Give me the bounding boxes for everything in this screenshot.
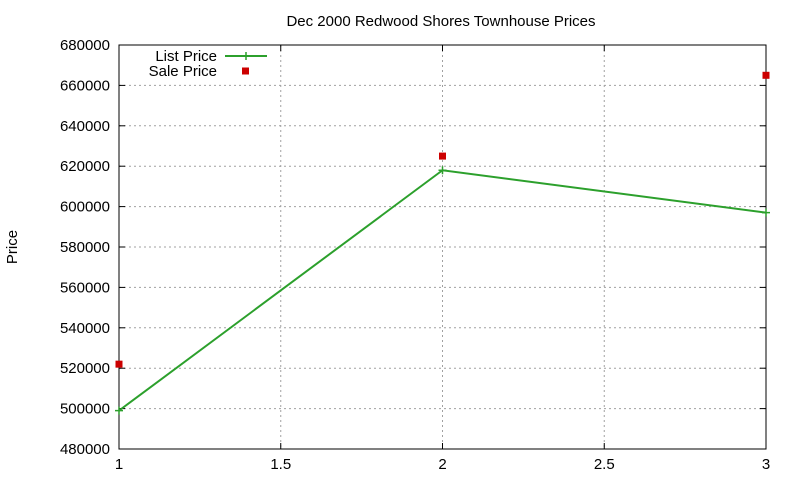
y-tick-label: 540000 — [60, 320, 110, 337]
y-tick-label: 600000 — [60, 199, 110, 216]
series-layer — [115, 71, 770, 415]
legend: List Price Sale Price — [149, 48, 267, 80]
y-tick-label: 560000 — [60, 279, 110, 296]
x-tick-label: 1 — [115, 456, 123, 473]
sale-price-point — [439, 152, 446, 160]
y-tick-label: 660000 — [60, 77, 110, 94]
y-tick-label: 580000 — [60, 239, 110, 256]
x-tick-label: 2.5 — [594, 456, 615, 473]
x-tick-label: 1.5 — [270, 456, 291, 473]
legend-plus-marker — [242, 52, 250, 60]
legend-marker-sale-price — [242, 67, 249, 75]
legend-label-list-price: List Price — [155, 48, 217, 65]
y-tick-labels: 480000 500000 520000 540000 560000 580000 6000… — [60, 37, 110, 458]
x-tick-label: 3 — [762, 456, 770, 473]
y-tick-label: 640000 — [60, 118, 110, 135]
list-price-point — [438, 166, 447, 175]
y-tick-label: 480000 — [60, 441, 110, 458]
grid-lines — [119, 45, 766, 449]
y-tick-label: 500000 — [60, 401, 110, 418]
sale-price-point — [762, 71, 770, 79]
chart-title: Dec 2000 Redwood Shores Townhouse Prices — [286, 13, 595, 30]
legend-marker-list-price — [242, 52, 250, 60]
legend-label-sale-price: Sale Price — [149, 63, 217, 80]
list-price-point — [115, 406, 123, 415]
y-tick-label: 680000 — [60, 37, 110, 54]
tick-marks — [118, 44, 767, 450]
y-tick-label: 520000 — [60, 360, 110, 377]
x-tick-labels: 1 1.5 2 2.5 3 — [115, 456, 770, 473]
y-axis-label: Price — [4, 230, 21, 264]
sale-price-point — [115, 360, 123, 368]
x-tick-label: 2 — [438, 456, 446, 473]
y-tick-label: 620000 — [60, 158, 110, 175]
list-price-point — [762, 208, 770, 217]
